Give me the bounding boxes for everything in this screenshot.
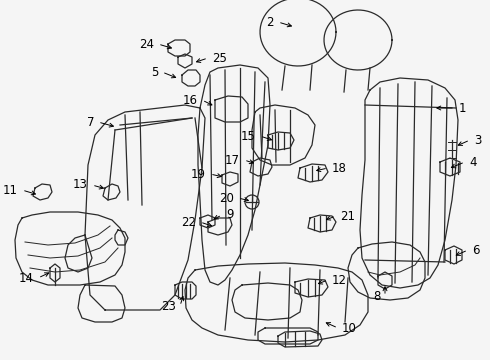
Text: 18: 18 bbox=[332, 162, 347, 175]
Text: 17: 17 bbox=[225, 153, 240, 166]
Text: 3: 3 bbox=[474, 134, 481, 147]
Text: 14: 14 bbox=[19, 271, 34, 284]
Text: 5: 5 bbox=[150, 66, 158, 78]
Text: 8: 8 bbox=[374, 289, 381, 302]
Text: 23: 23 bbox=[161, 300, 176, 312]
Text: 25: 25 bbox=[212, 51, 227, 64]
Text: 22: 22 bbox=[181, 216, 196, 229]
Text: 19: 19 bbox=[191, 167, 206, 180]
Text: 13: 13 bbox=[73, 179, 88, 192]
Text: 16: 16 bbox=[183, 94, 198, 107]
Text: 4: 4 bbox=[469, 156, 476, 168]
Text: 12: 12 bbox=[332, 274, 347, 287]
Text: 6: 6 bbox=[472, 243, 480, 256]
Text: 24: 24 bbox=[139, 37, 154, 50]
Text: 11: 11 bbox=[3, 184, 18, 197]
Text: 10: 10 bbox=[342, 321, 357, 334]
Text: 1: 1 bbox=[459, 102, 466, 114]
Text: 15: 15 bbox=[241, 130, 256, 143]
Text: 7: 7 bbox=[87, 116, 94, 129]
Text: 2: 2 bbox=[267, 15, 274, 28]
Text: 9: 9 bbox=[226, 208, 234, 221]
Text: 20: 20 bbox=[219, 192, 234, 204]
Text: 21: 21 bbox=[340, 210, 355, 222]
